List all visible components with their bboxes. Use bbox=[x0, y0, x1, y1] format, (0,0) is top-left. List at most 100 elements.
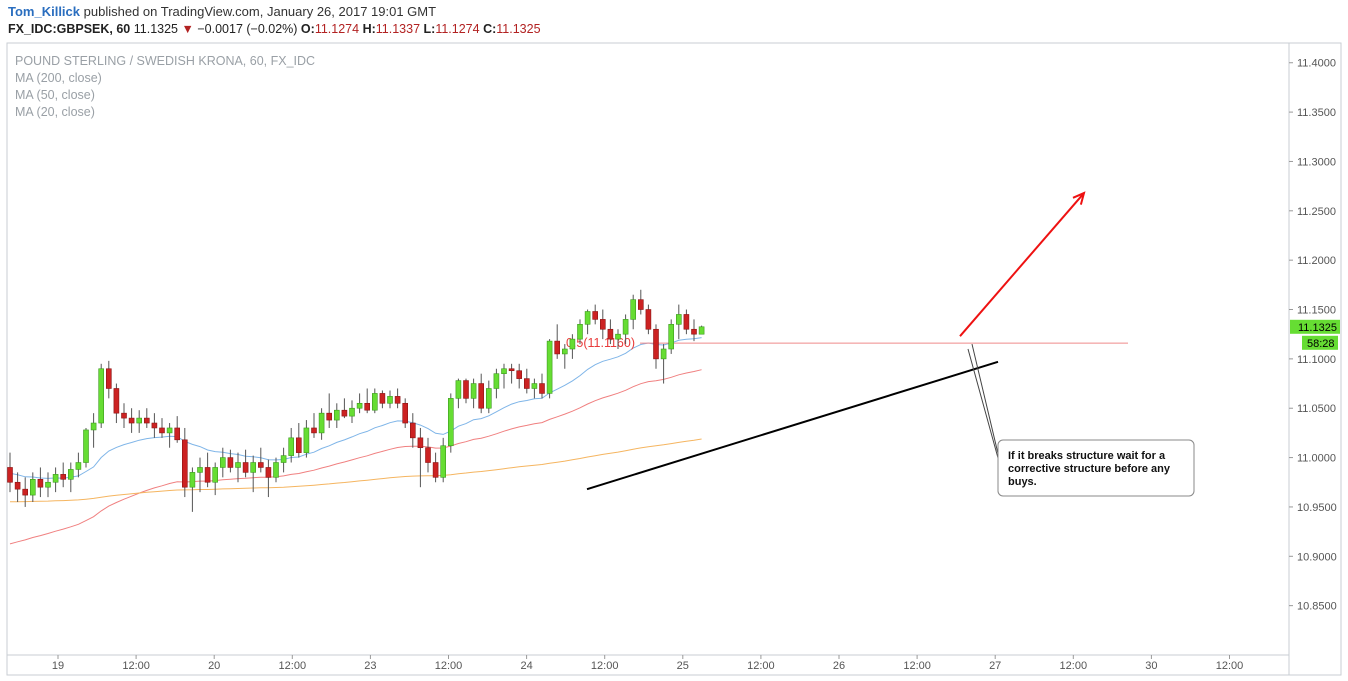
moving-averages bbox=[9, 337, 702, 545]
candle-down bbox=[204, 467, 211, 483]
candle-up bbox=[584, 311, 591, 325]
candle-down bbox=[341, 409, 348, 417]
candle-up bbox=[561, 348, 568, 355]
time-tick-label: 12:00 bbox=[279, 660, 307, 672]
open-value: 11.1274 bbox=[314, 22, 360, 36]
high-value: 11.1337 bbox=[375, 22, 421, 36]
candle-down bbox=[7, 467, 13, 483]
candle-down bbox=[554, 340, 561, 355]
price-tick-label: 11.1500 bbox=[1297, 305, 1336, 317]
ma50-label[interactable]: MA (50, close) bbox=[15, 88, 95, 102]
price-tick-label: 11.1000 bbox=[1297, 354, 1336, 366]
candle-down bbox=[174, 427, 180, 441]
candle-down bbox=[425, 447, 431, 463]
candle-up bbox=[668, 324, 675, 350]
ma200-line[interactable] bbox=[9, 438, 702, 503]
chart-header: Tom_Killick published on TradingView.com… bbox=[0, 0, 1348, 40]
price-tick-label: 10.9500 bbox=[1297, 502, 1337, 514]
open-label: O: bbox=[300, 22, 315, 36]
candle-up bbox=[250, 462, 256, 473]
time-tick-label: 12:00 bbox=[591, 660, 619, 672]
arrow-head bbox=[1072, 191, 1086, 205]
low-label: L: bbox=[423, 22, 436, 36]
candle-up bbox=[501, 368, 507, 374]
candle-up bbox=[470, 383, 477, 399]
time-tick-label: 25 bbox=[677, 660, 689, 672]
candle-down bbox=[409, 422, 416, 439]
time-axis-frame[interactable] bbox=[6, 654, 1290, 676]
time-tick-label: 12:00 bbox=[903, 660, 931, 672]
candle-down bbox=[14, 481, 21, 490]
time-tick-label: 12:00 bbox=[122, 660, 150, 672]
candle-down bbox=[60, 474, 67, 480]
candle-down bbox=[159, 427, 165, 434]
candle-up bbox=[630, 299, 637, 320]
candle-down bbox=[432, 462, 439, 478]
last-price-badge-text: 11.1325 bbox=[1298, 322, 1337, 334]
candle-up bbox=[531, 383, 538, 389]
candle-down bbox=[683, 314, 690, 330]
time-tick-label: 24 bbox=[520, 660, 532, 672]
note-line-3: buys. bbox=[1008, 476, 1037, 488]
candle-up bbox=[68, 469, 74, 480]
price-tick-label: 10.9000 bbox=[1297, 551, 1337, 563]
candle-up bbox=[166, 427, 173, 434]
ma200-label[interactable]: MA (200, close) bbox=[15, 71, 102, 85]
note-line-2: corrective structure before any bbox=[1008, 463, 1171, 475]
candle-down bbox=[402, 402, 409, 424]
down-arrow-icon: ▼ bbox=[181, 22, 194, 36]
price-change: −0.0017 (−0.02%) bbox=[197, 22, 298, 36]
time-tick-label: 20 bbox=[208, 660, 220, 672]
ma20-label[interactable]: MA (20, close) bbox=[15, 105, 95, 119]
time-axis[interactable]: 19 12:00 20 12:00 23 12:00 24 12:00 25 12:00 26 12:… bbox=[52, 655, 1243, 672]
candle-down bbox=[637, 299, 644, 310]
ma20-line[interactable] bbox=[9, 337, 702, 479]
candle-up bbox=[349, 407, 355, 417]
candlestick-series bbox=[7, 289, 705, 512]
price-tick-label: 11.0500 bbox=[1297, 403, 1336, 415]
fib-level[interactable]: 0.5(11.1160) bbox=[566, 336, 1128, 350]
candle-up bbox=[75, 462, 82, 470]
candle-down bbox=[592, 311, 599, 320]
candle-down bbox=[128, 417, 135, 424]
close-label: C: bbox=[483, 22, 497, 36]
ma50-line[interactable] bbox=[9, 369, 702, 545]
candle-up bbox=[29, 478, 36, 496]
support-trendline[interactable] bbox=[586, 360, 999, 491]
candle-up bbox=[577, 324, 583, 340]
candle-down bbox=[653, 328, 659, 360]
candle-down bbox=[364, 402, 371, 411]
candle-up bbox=[675, 314, 682, 325]
candle-down bbox=[326, 412, 333, 421]
candle-up bbox=[698, 326, 705, 335]
price-tick-label: 11.2500 bbox=[1297, 206, 1336, 218]
projection-arrow[interactable] bbox=[959, 192, 1085, 337]
candle-down bbox=[691, 328, 697, 335]
candle-up bbox=[447, 398, 454, 447]
price-tick-label: 11.4000 bbox=[1297, 58, 1336, 70]
price-axis[interactable]: 11.4000 11.3500 11.3000 11.2500 11.2000 11.15… bbox=[1289, 58, 1337, 613]
time-tick-label: 12:00 bbox=[435, 660, 463, 672]
candle-up bbox=[280, 455, 287, 463]
candle-down bbox=[539, 383, 545, 394]
drawings[interactable] bbox=[586, 191, 1086, 491]
close-value: 11.1325 bbox=[496, 22, 541, 36]
candle-up bbox=[83, 429, 89, 463]
time-tick-label: 26 bbox=[833, 660, 845, 672]
last-price: 11.1325 bbox=[133, 22, 179, 36]
candle-down bbox=[478, 383, 485, 409]
candle-down bbox=[417, 437, 424, 449]
high-label: H: bbox=[362, 22, 376, 36]
candle-up bbox=[546, 340, 553, 394]
candle-down bbox=[37, 478, 44, 488]
author-link[interactable]: Tom_Killick bbox=[8, 4, 81, 19]
note-line-1: If it breaks structure wait for a bbox=[1008, 450, 1166, 462]
symbol-label: FX_IDC:GBPSEK, 60 bbox=[8, 22, 131, 36]
countdown-badge bbox=[1302, 335, 1338, 350]
candle-up bbox=[440, 445, 447, 478]
time-tick-label: 12:00 bbox=[747, 660, 775, 672]
note-box[interactable] bbox=[997, 439, 1195, 497]
price-badges: 11.1325 58:28 bbox=[1290, 319, 1340, 350]
note-callout[interactable]: If it breaks structure wait for a correc… bbox=[967, 343, 1195, 497]
